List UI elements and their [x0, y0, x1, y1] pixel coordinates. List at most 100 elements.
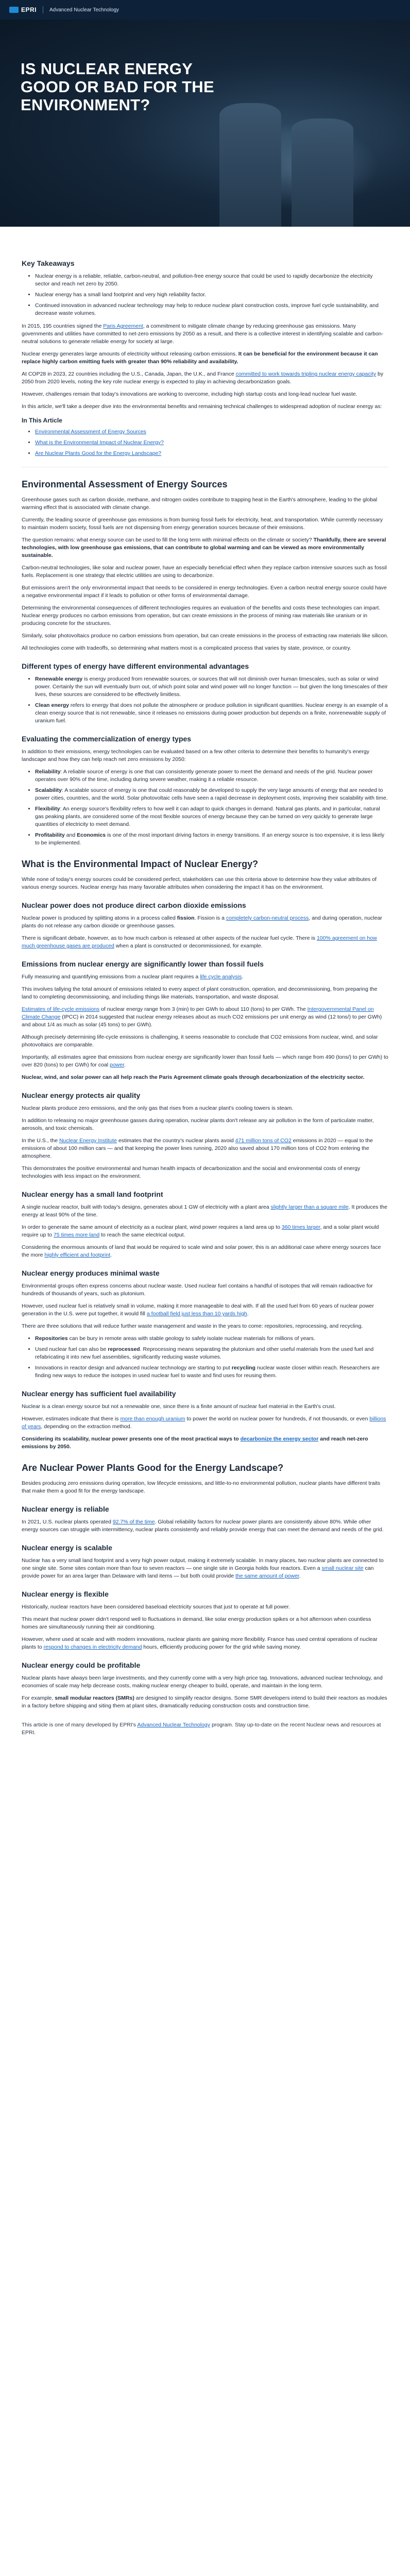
article-body: Key Takeaways Nuclear energy is a reliab…	[0, 227, 410, 1772]
site-name[interactable]: Advanced Nuclear Technology	[49, 7, 119, 13]
list-item: Repositories can be bury in remote areas…	[35, 1335, 388, 1343]
paragraph: However, where used at scale and with mo…	[22, 1636, 378, 1650]
capacity-factor-link[interactable]: 92.7% of the time	[112, 1519, 155, 1525]
toc-link-impact[interactable]: What is the Environmental Impact of Nucl…	[35, 439, 164, 446]
list-item: Nuclear energy has a small land footprin…	[35, 291, 388, 299]
paragraph: However, estimates indicate that there i…	[22, 1416, 386, 1430]
toc-link-assessment[interactable]: Environmental Assessment of Energy Sourc…	[35, 429, 146, 435]
wind-land-link[interactable]: 360 times larger	[281, 1224, 320, 1230]
paragraph: In 2021, U.S. nuclear plants operated 92…	[22, 1519, 384, 1533]
program-link[interactable]: Advanced Nuclear Technology	[137, 1722, 211, 1728]
subheading-energy-types: Different types of energy have different…	[22, 662, 249, 670]
ipcc-link[interactable]: Intergovernmental Panel on Climate Chang…	[22, 1006, 374, 1020]
nei-link[interactable]: Nuclear Energy Institute	[59, 1138, 117, 1144]
section-heading-landscape: Are Nuclear Power Plants Good for the En…	[22, 1463, 284, 1473]
toc-link-landscape[interactable]: Are Nuclear Plants Good for the Energy L…	[35, 450, 162, 456]
paragraph: Similarly, solar photovoltaics produce n…	[22, 633, 388, 639]
paris-agreement-link[interactable]: Paris Agreement	[103, 323, 143, 329]
subheading-air-quality: Nuclear energy protects air quality	[22, 1091, 141, 1099]
solar-land-link[interactable]: 75 times more land	[53, 1232, 100, 1238]
paragraph: There are three solutions that will redu…	[22, 1323, 363, 1329]
intro-paragraph: Nuclear energy generates large amounts o…	[22, 351, 378, 365]
callout-paragraph: Nuclear, wind, and solar power can all h…	[22, 1074, 365, 1080]
section-heading-impact: What is the Environmental Impact of Nucl…	[22, 859, 259, 869]
key-takeaways-list: Nuclear energy is a reliable, reliable, …	[35, 273, 388, 317]
subheading-land-footprint: Nuclear energy has a small land footprin…	[22, 1190, 163, 1198]
intro-paragraph: However, challenges remain that today's …	[22, 391, 357, 397]
section-heading-assessment: Environmental Assessment of Energy Sourc…	[22, 479, 228, 489]
subheading-fuel-availability: Nuclear energy has sufficient fuel avail…	[22, 1389, 176, 1398]
paragraph: Estimates of life-cycle emissions of nuc…	[22, 1006, 382, 1028]
intro-paragraph: In this article, we'll take a deeper div…	[22, 403, 382, 410]
subheading-scalable: Nuclear energy is scalable	[22, 1544, 112, 1552]
logo-text: EPRI	[21, 6, 37, 13]
billions-years-link[interactable]: billions of years	[22, 1416, 386, 1430]
epri-logo[interactable]: EPRI	[9, 6, 37, 13]
paragraph: Nuclear has a very small land footprint …	[22, 1557, 384, 1579]
list-item: Innovations in reactor design and advanc…	[35, 1364, 388, 1380]
paragraph: While none of today's energy sources cou…	[22, 876, 377, 890]
paragraph: This demonstrates the positive environme…	[22, 1165, 361, 1179]
in-this-article-heading: In This Article	[22, 417, 62, 424]
paragraph: Importantly, all estimates agree that em…	[22, 1054, 388, 1068]
subheading-commercialization: Evaluating the commercialization of ener…	[22, 735, 192, 743]
energy-types-list: Renewable energy is energy produced from…	[35, 675, 388, 725]
subheading-profitable: Nuclear energy could be profitable	[22, 1661, 141, 1669]
co2-avoided-link[interactable]: 471 million tons of CO2	[235, 1138, 292, 1144]
logo-mark-icon	[9, 7, 19, 13]
article-byline: This article is one of many developed by…	[22, 1722, 381, 1736]
paragraph: This meant that nuclear power didn't res…	[22, 1616, 371, 1630]
paragraph: Although precisely determining life-cycl…	[22, 1034, 378, 1048]
list-item: Continued innovation in advanced nuclear…	[35, 302, 388, 317]
demand-response-link[interactable]: respond to changes in electricity demand	[43, 1644, 142, 1650]
cooling-tower-image	[219, 103, 281, 227]
waste-solutions-list: Repositories can be bury in remote areas…	[35, 1335, 388, 1380]
tripling-capacity-link[interactable]: committed to work towards tripling nucle…	[235, 371, 377, 377]
paragraph: Historically, nuclear reactors have been…	[22, 1604, 290, 1610]
paragraph: Fully measuring and quantifying emission…	[22, 974, 244, 980]
uranium-link[interactable]: more than enough uranium	[120, 1416, 185, 1422]
small-site-link[interactable]: small nuclear site	[321, 1565, 364, 1571]
paragraph: A single nuclear reactor, built with tod…	[22, 1204, 387, 1218]
footprint-link[interactable]: highly efficient and footprint	[44, 1252, 110, 1258]
paragraph: There is significant debate, however, as…	[22, 935, 377, 949]
paragraph: In addition to releasing no major greenh…	[22, 1117, 374, 1131]
paragraph: In addition to their emissions, energy t…	[22, 749, 369, 762]
paragraph: Environmental groups often express conce…	[22, 1283, 373, 1297]
greenhouse-agreement-link[interactable]: 100% agreement on how much greenhouse ga…	[22, 935, 377, 949]
paragraph: The question remains: what energy source…	[22, 537, 386, 558]
paragraph: In order to generate the same amount of …	[22, 1224, 379, 1238]
paragraph: Considering the enormous amounts of land…	[22, 1244, 381, 1258]
subheading-flexible: Nuclear energy is flexible	[22, 1590, 109, 1598]
paragraph: Besides producing zero emissions during …	[22, 1480, 381, 1494]
life-cycle-analysis-link[interactable]: life cycle analysis	[200, 974, 242, 980]
subheading-minimal-waste: Nuclear energy produces minimal waste	[22, 1269, 160, 1277]
football-field-link[interactable]: a football field just less than 10 yards…	[146, 1311, 247, 1317]
paragraph: Nuclear power is produced by splitting a…	[22, 915, 382, 929]
paragraph: All technologies come with tradeoffs, so…	[22, 645, 351, 651]
in-this-article-list: Environmental Assessment of Energy Sourc…	[35, 428, 388, 457]
coal-power-link[interactable]: power	[109, 1062, 125, 1068]
paragraph: Nuclear plants have always been large in…	[22, 1675, 383, 1689]
cooling-tower-image	[292, 118, 353, 227]
paragraph: In the U.S., the Nuclear Energy Institut…	[22, 1138, 373, 1159]
paragraph: Nuclear is a clean energy source but not…	[22, 1403, 336, 1410]
list-item: Profitability and Economics is one of th…	[35, 832, 388, 847]
subheading-no-emissions: Nuclear power does not produce direct ca…	[22, 901, 246, 909]
paragraph: Nuclear plants produce zero emissions, a…	[22, 1105, 294, 1111]
list-item: Scalability: A scalable source of energy…	[35, 787, 388, 802]
page-title: Is Nuclear Energy Good or Bad for the En…	[21, 60, 214, 114]
subheading-lower-emissions: Emissions from nuclear energy are signif…	[22, 960, 264, 968]
carbon-neutral-link[interactable]: completely carbon-neutral process	[226, 915, 309, 921]
top-navigation-bar: EPRI Advanced Nuclear Technology	[0, 0, 410, 20]
subheading-reliable: Nuclear energy is reliable	[22, 1505, 109, 1513]
list-item: Reliability: A reliable source of energy…	[35, 768, 388, 784]
decarbonize-link[interactable]: decarbonize the energy sector	[240, 1436, 319, 1442]
same-power-link[interactable]: the same amount of power	[235, 1573, 299, 1579]
lifecycle-estimates-link[interactable]: Estimates of life-cycle emissions	[22, 1006, 100, 1012]
key-takeaways-heading: Key Takeaways	[22, 259, 75, 267]
criteria-list: Reliability: A reliable source of energy…	[35, 768, 388, 847]
square-mile-link[interactable]: slightly larger than a square mile	[270, 1204, 349, 1210]
paragraph: Determining the environmental consequenc…	[22, 605, 381, 626]
paragraph: However, used nuclear fuel is relatively…	[22, 1303, 374, 1317]
